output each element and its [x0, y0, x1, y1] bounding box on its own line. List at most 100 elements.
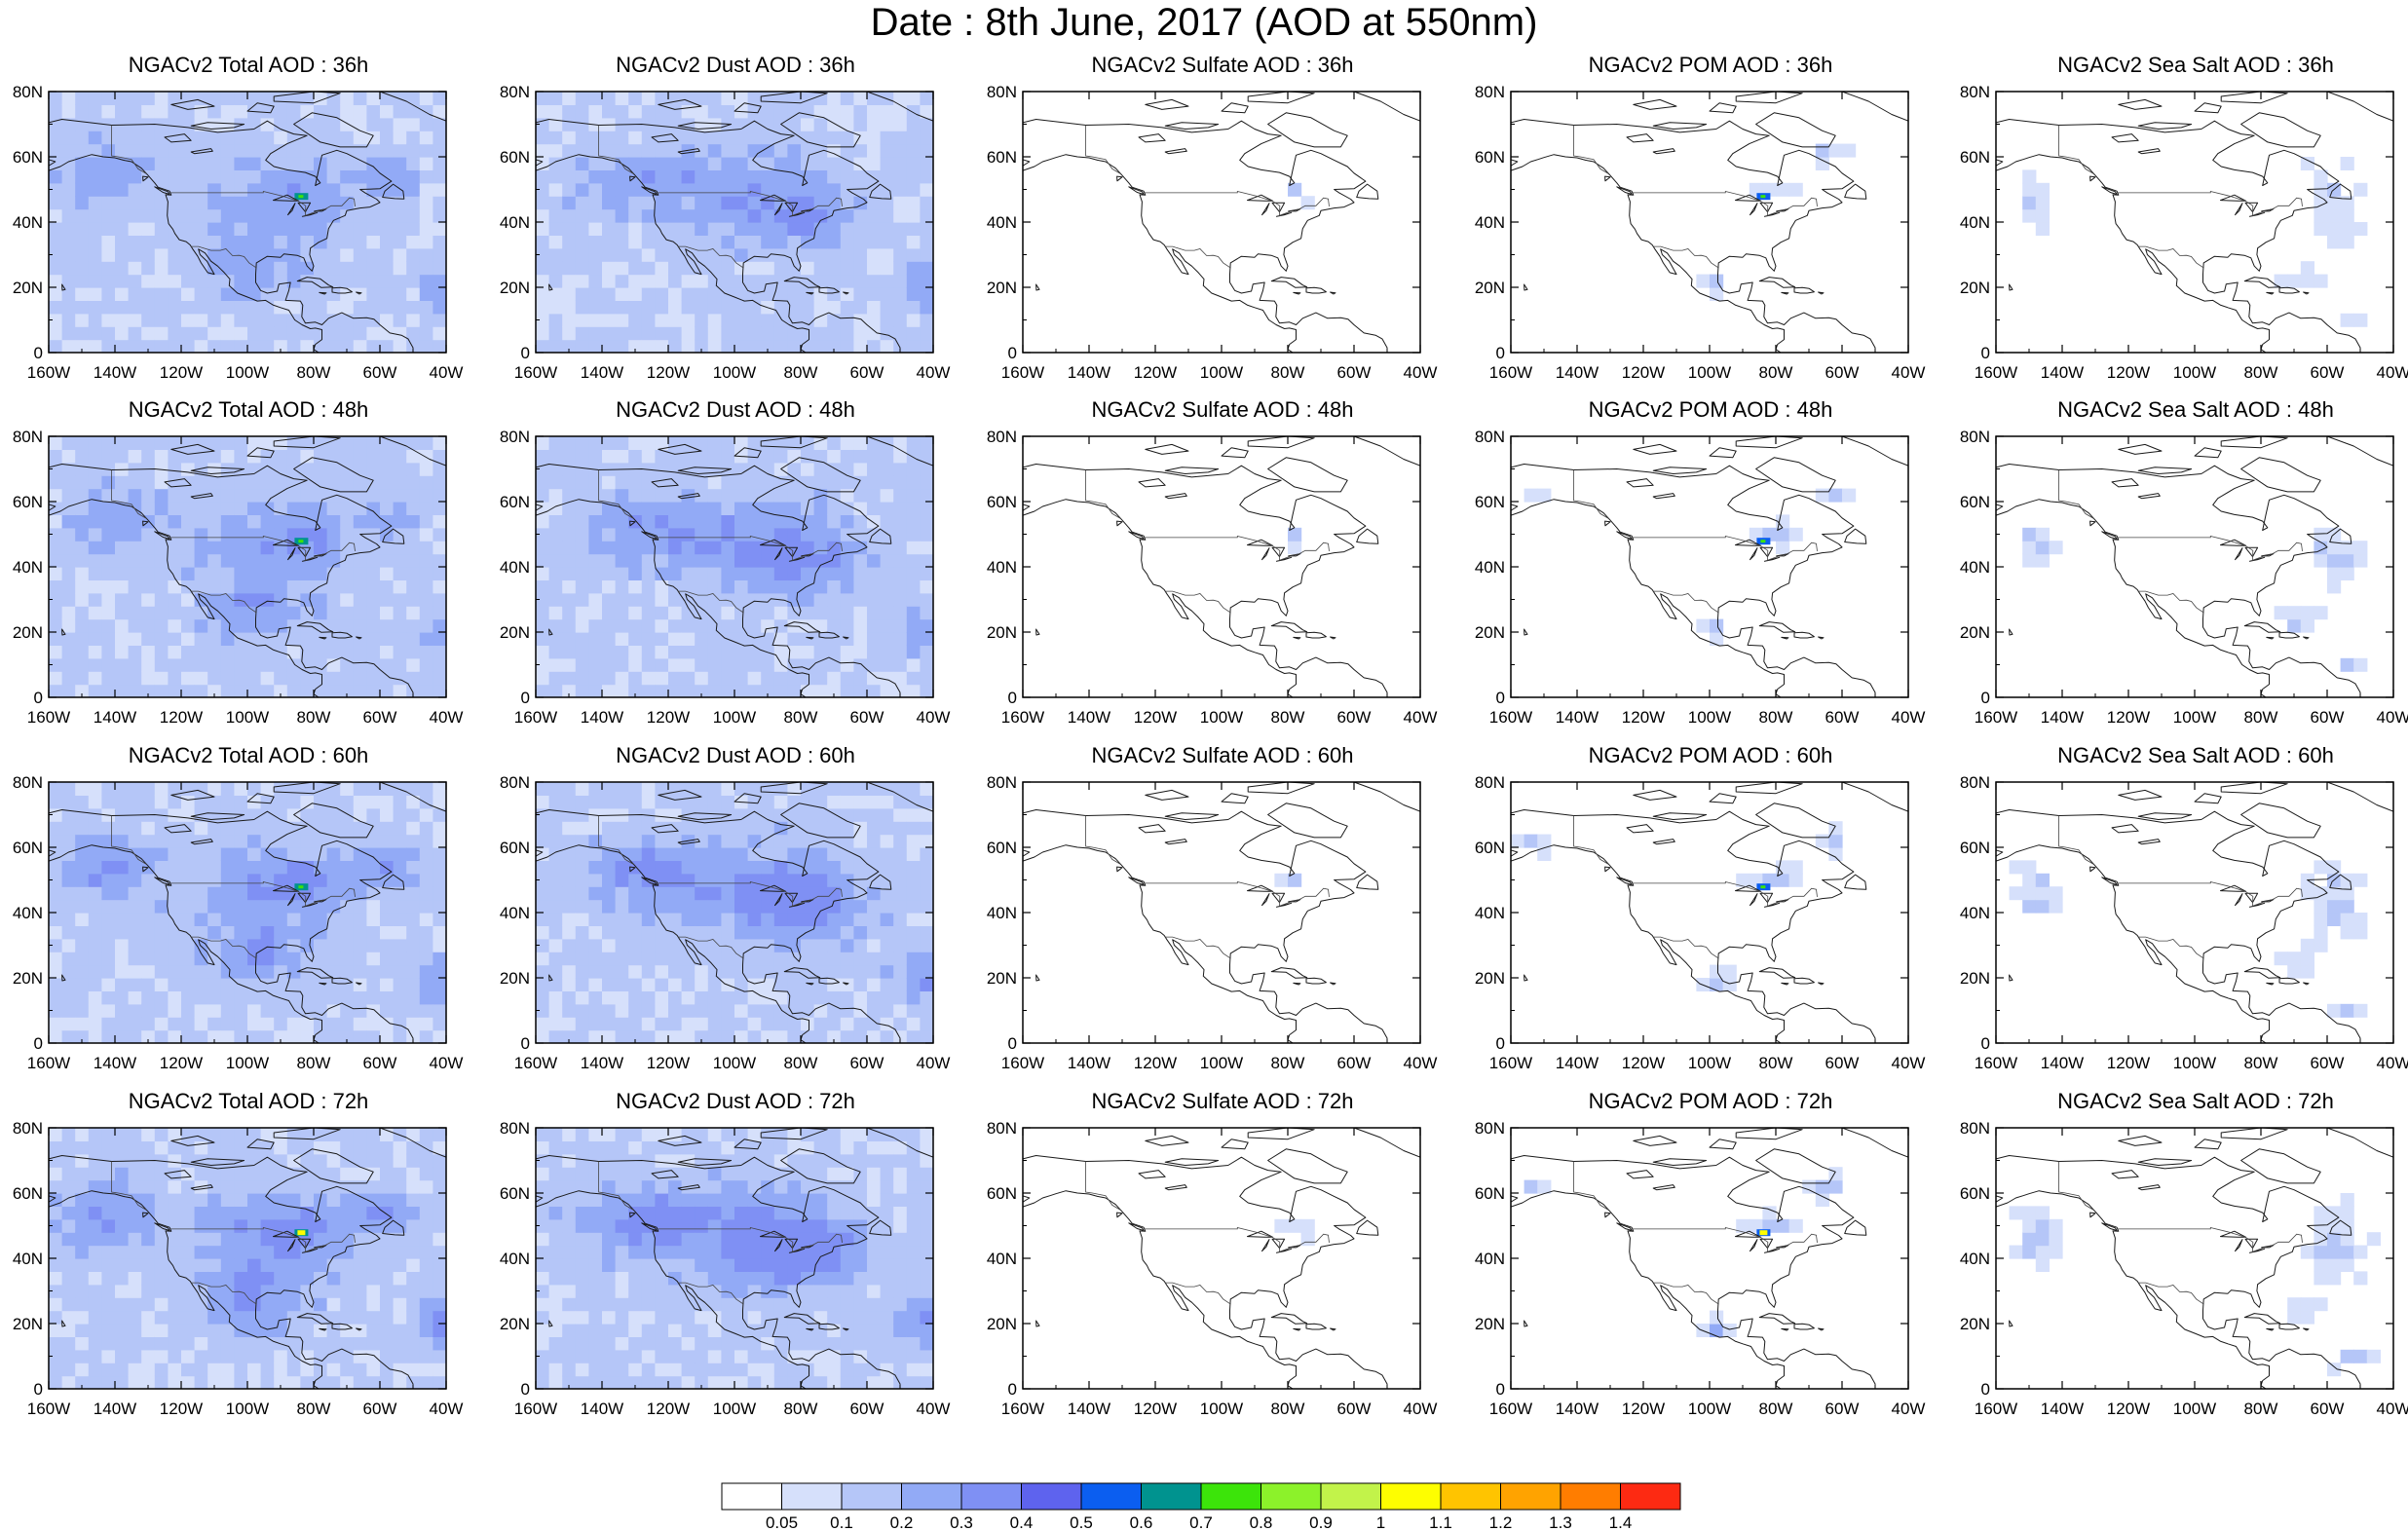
aod-cell — [247, 1128, 262, 1141]
aod-cell — [326, 261, 341, 276]
aod-cell — [562, 514, 577, 529]
aod-cell — [101, 606, 116, 620]
aod-cell — [154, 488, 169, 503]
aod-cell — [707, 606, 722, 620]
aod-cell — [419, 834, 433, 848]
aod-cell — [88, 157, 102, 170]
aod-cell — [406, 117, 421, 131]
aod-cell — [393, 541, 407, 555]
aod-cell — [101, 964, 116, 979]
aod-cell — [433, 925, 446, 940]
aod-cell — [536, 92, 550, 105]
aod-cell — [393, 1258, 407, 1272]
aod-cell — [734, 117, 749, 131]
aod-cell — [655, 502, 669, 515]
aod-cell — [433, 1193, 446, 1207]
aod-cell — [168, 1193, 182, 1207]
aod-cell — [602, 1363, 617, 1377]
aod-cell — [628, 92, 643, 105]
y-tick-label: 80N — [500, 773, 530, 792]
aod-cell — [707, 592, 722, 607]
aod-cell — [260, 1271, 275, 1286]
aod-cell — [655, 1336, 669, 1351]
aod-cell — [406, 182, 421, 197]
aod-cell — [207, 645, 222, 659]
aod-cell — [721, 1017, 735, 1031]
y-tick-label: 0 — [521, 344, 530, 362]
aod-cell — [260, 1310, 275, 1325]
aod-cell — [366, 618, 381, 633]
aod-cell — [695, 208, 709, 223]
aod-cell — [61, 807, 76, 822]
aod-cell — [655, 235, 669, 249]
aod-cell — [61, 182, 76, 197]
aod-cell — [433, 235, 446, 249]
aod-cell — [220, 886, 235, 901]
aod-cell — [773, 913, 788, 926]
aod-cell — [747, 261, 762, 276]
aod-cell — [695, 274, 709, 288]
aod-cell — [366, 326, 381, 341]
aod-cell — [247, 1232, 262, 1247]
aod-cell — [827, 645, 842, 659]
aod-cell — [181, 287, 196, 301]
aod-cell — [419, 475, 433, 490]
aod-cell — [773, 261, 788, 276]
aod-cell — [49, 1271, 63, 1286]
aod-cell — [234, 449, 248, 464]
aod-cell — [906, 131, 921, 145]
aod-cell — [655, 1310, 669, 1325]
aod-cell — [813, 684, 828, 697]
aod-cell — [562, 618, 577, 633]
aod-cell — [813, 131, 828, 145]
aod-cell — [734, 834, 749, 848]
aod-cell — [655, 1167, 669, 1181]
aod-cell — [61, 618, 76, 633]
aod-cell — [575, 1140, 589, 1155]
aod-cell — [840, 795, 854, 809]
island-outline — [319, 982, 327, 986]
aod-cell — [880, 567, 894, 580]
aod-cell — [588, 475, 603, 490]
aod-cell — [220, 261, 235, 276]
aod-cell — [88, 1206, 102, 1220]
lake-outline — [301, 902, 319, 908]
aod-cell — [840, 899, 854, 914]
aod-cell — [419, 527, 433, 541]
island-outline — [356, 1327, 362, 1331]
aod-cell — [840, 592, 854, 607]
aod-cell — [393, 235, 407, 249]
aod-cell — [761, 208, 775, 223]
aod-cell — [668, 592, 683, 607]
aod-cell — [49, 1324, 63, 1337]
aod-cell — [681, 990, 696, 1005]
aod-cell — [787, 92, 802, 105]
aod-field — [536, 782, 933, 1043]
aod-cell — [286, 104, 301, 119]
aod-cell — [274, 579, 288, 594]
panel-title: NGACv2 Total AOD : 48h — [128, 397, 369, 422]
aod-cell — [602, 1310, 617, 1325]
aod-cell — [419, 567, 433, 580]
aod-cell — [840, 196, 854, 210]
aod-cell — [326, 964, 341, 979]
aod-cell — [353, 313, 367, 327]
aod-cell — [562, 222, 577, 236]
aod-cell — [813, 632, 828, 646]
aod-cell — [49, 541, 63, 555]
country-border — [170, 190, 356, 216]
aod-cell — [207, 1349, 222, 1363]
aod-cell — [181, 795, 196, 809]
aod-cell — [707, 527, 722, 541]
aod-cell — [536, 247, 550, 262]
aod-cell — [406, 886, 421, 901]
aod-cell — [154, 92, 169, 105]
aod-cell — [274, 1363, 288, 1377]
aod-cell — [695, 157, 709, 170]
aod-cell — [588, 449, 603, 464]
aod-cell — [194, 938, 208, 952]
aod-cell — [893, 952, 908, 966]
aod-cell — [366, 169, 381, 184]
aod-cell — [141, 475, 156, 490]
